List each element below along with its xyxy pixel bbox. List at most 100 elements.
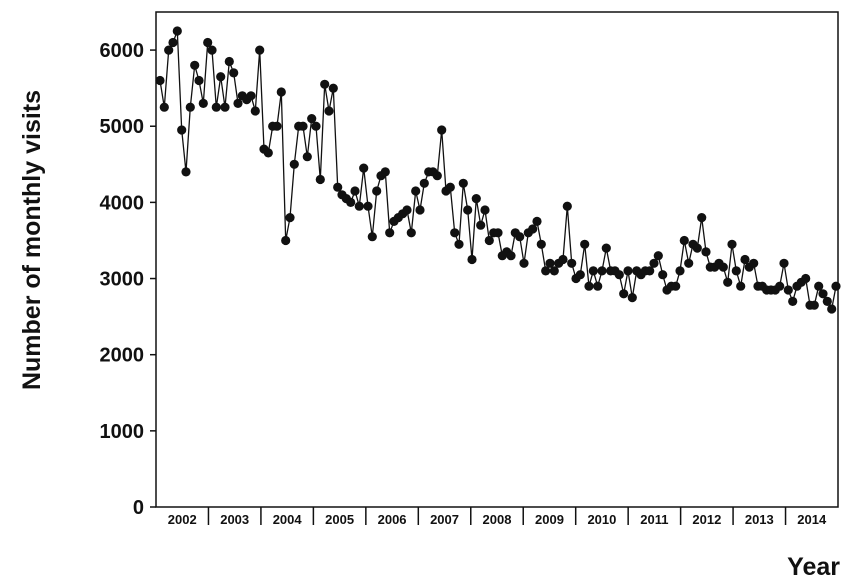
data-point bbox=[701, 247, 711, 257]
data-point bbox=[211, 102, 221, 112]
year-label: 2013 bbox=[745, 512, 774, 527]
data-point bbox=[328, 83, 338, 93]
data-point bbox=[480, 205, 490, 215]
y-ticks: 0 1000 2000 3000 4000 5000 6000 bbox=[100, 40, 156, 519]
data-point bbox=[619, 289, 629, 299]
axes bbox=[155, 11, 839, 508]
data-point bbox=[484, 235, 494, 246]
data-point bbox=[385, 228, 395, 238]
y-tick-label: 3000 bbox=[100, 269, 145, 291]
data-point bbox=[584, 281, 594, 291]
data-point bbox=[367, 232, 377, 242]
data-point bbox=[627, 293, 637, 303]
data-point bbox=[779, 258, 789, 268]
data-point bbox=[588, 266, 598, 276]
year-label: 2009 bbox=[535, 512, 564, 527]
data-point bbox=[471, 194, 481, 204]
data-point bbox=[445, 182, 455, 192]
data-point bbox=[207, 45, 217, 55]
data-point bbox=[415, 205, 425, 215]
data-point bbox=[463, 205, 473, 215]
data-point bbox=[545, 258, 555, 268]
data-point bbox=[671, 281, 681, 291]
data-point bbox=[775, 281, 785, 291]
data-point bbox=[515, 232, 525, 242]
data-point bbox=[658, 270, 668, 280]
data-point bbox=[363, 201, 373, 211]
year-label: 2012 bbox=[692, 512, 721, 527]
data-point bbox=[419, 178, 429, 188]
data-point bbox=[718, 262, 728, 272]
data-point bbox=[224, 56, 234, 67]
data-point bbox=[575, 270, 585, 280]
data-point bbox=[324, 106, 334, 116]
data-point bbox=[723, 277, 733, 287]
data-point bbox=[727, 239, 737, 249]
data-point bbox=[159, 102, 169, 112]
x-axis-title: Year bbox=[787, 553, 840, 579]
year-label: 2006 bbox=[378, 512, 407, 527]
data-point bbox=[285, 213, 295, 223]
data-point bbox=[645, 266, 655, 276]
plot-frame bbox=[155, 11, 839, 508]
data-point bbox=[476, 220, 486, 230]
y-tick-label: 1000 bbox=[100, 421, 145, 443]
data-point bbox=[250, 106, 260, 116]
data-point bbox=[311, 121, 321, 131]
data-point bbox=[350, 186, 360, 196]
data-point bbox=[740, 254, 750, 265]
data-point bbox=[736, 281, 746, 291]
data-point bbox=[684, 258, 694, 268]
y-tick-label: 4000 bbox=[100, 192, 145, 214]
data-point bbox=[406, 228, 416, 238]
y-tick-label: 5000 bbox=[100, 116, 145, 138]
data-point bbox=[289, 159, 299, 169]
data-point bbox=[601, 243, 611, 253]
year-label: 2010 bbox=[587, 512, 616, 527]
data-point bbox=[809, 300, 819, 310]
data-point bbox=[411, 186, 421, 196]
data-point bbox=[346, 197, 356, 207]
data-point bbox=[181, 167, 191, 177]
data-point bbox=[675, 266, 685, 276]
data-point bbox=[532, 216, 542, 226]
data-point bbox=[458, 178, 468, 188]
data-point bbox=[198, 98, 208, 108]
data-point bbox=[788, 296, 798, 306]
data-point bbox=[541, 266, 551, 276]
data-point bbox=[177, 125, 187, 135]
data-point bbox=[164, 45, 174, 55]
data-point bbox=[549, 266, 559, 276]
year-label: 2005 bbox=[325, 512, 354, 527]
y-tick-label: 2000 bbox=[100, 345, 145, 367]
data-point bbox=[220, 102, 230, 112]
data-point bbox=[272, 121, 282, 131]
year-label: 2007 bbox=[430, 512, 459, 527]
year-label: 2011 bbox=[640, 512, 668, 527]
year-label: 2004 bbox=[273, 512, 303, 527]
data-point bbox=[333, 182, 343, 192]
data-point bbox=[432, 171, 442, 181]
data-point bbox=[298, 121, 308, 131]
data-point bbox=[493, 228, 503, 238]
data-point bbox=[827, 304, 837, 314]
data-point bbox=[467, 254, 477, 265]
data-point bbox=[185, 102, 195, 112]
data-point bbox=[359, 163, 369, 173]
data-point bbox=[536, 239, 546, 249]
data-point bbox=[437, 125, 447, 135]
year-label: 2014 bbox=[797, 512, 827, 527]
data-point bbox=[190, 60, 200, 70]
data-point bbox=[506, 251, 516, 261]
year-axis: 2002 2003 2004 2005 2006 2007 2008 2009 2010 2011… bbox=[168, 507, 827, 527]
data-point bbox=[454, 239, 464, 249]
data-point bbox=[276, 87, 286, 97]
data-point bbox=[731, 266, 741, 276]
data-point bbox=[558, 254, 568, 265]
data-point bbox=[216, 72, 226, 82]
data-point bbox=[801, 273, 811, 284]
year-label: 2003 bbox=[220, 512, 249, 527]
data-point bbox=[194, 75, 204, 86]
data-point bbox=[307, 114, 317, 124]
data-point bbox=[822, 296, 832, 306]
